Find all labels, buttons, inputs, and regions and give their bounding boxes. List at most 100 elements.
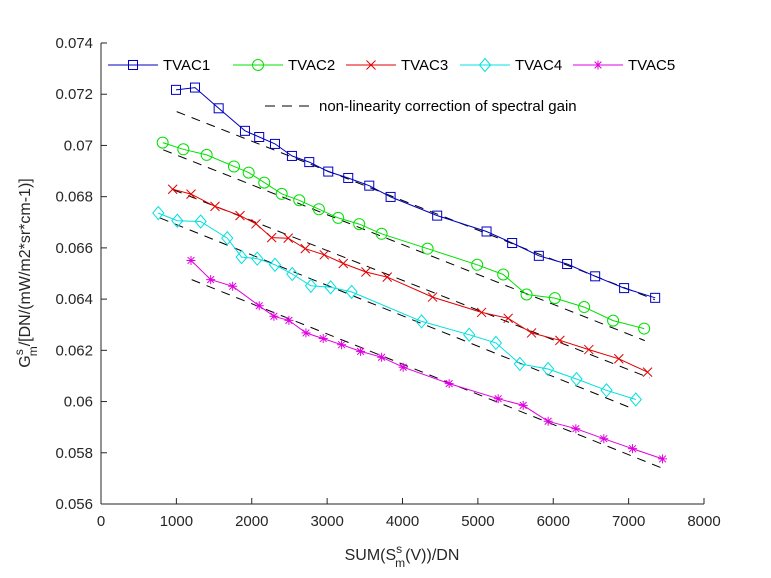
legend-marker (593, 60, 603, 70)
legend-label: TVAC3 (401, 57, 448, 74)
data-point (364, 180, 375, 191)
series-tvac5 (186, 255, 668, 464)
data-point (186, 255, 196, 265)
y-tick-label: 0.066 (55, 240, 93, 257)
data-point (599, 434, 609, 444)
legend-marker (252, 59, 264, 71)
data-point (304, 278, 318, 294)
data-point (493, 394, 503, 404)
series-line (158, 212, 636, 400)
data-point (385, 191, 396, 202)
data-point (258, 176, 271, 189)
y-axis-title: Gsm/[DN/(mW/m2*sr*cm-1)] (12, 178, 40, 367)
data-point (266, 232, 277, 243)
data-point (300, 243, 311, 254)
series-group (152, 82, 668, 464)
data-point (543, 416, 553, 426)
data-point (619, 283, 630, 294)
y-tick-label: 0.058 (55, 445, 93, 462)
data-point (177, 143, 190, 156)
legend: TVAC1 TVAC2 TVAC3 TVAC4 TVAC5 non-linearity c… (108, 57, 675, 115)
series-line (175, 87, 656, 299)
data-point (286, 150, 297, 161)
data-point (476, 307, 487, 318)
legend-marker (366, 60, 376, 70)
data-point (658, 454, 668, 464)
data-point (206, 275, 216, 285)
data-point (269, 138, 280, 149)
data-point (571, 424, 581, 434)
data-point (275, 187, 288, 200)
data-point (293, 194, 306, 207)
data-point (361, 267, 371, 277)
data-point (304, 157, 315, 168)
series-tvac4 (152, 205, 642, 407)
data-point (513, 356, 527, 372)
data-point (268, 257, 282, 273)
series-line (172, 188, 648, 373)
data-point (228, 281, 238, 291)
data-point (570, 371, 583, 387)
legend-item-tvac4: TVAC4 (460, 57, 562, 74)
y-tick-label: 0.072 (55, 86, 93, 103)
data-point (382, 272, 393, 282)
data-point (239, 125, 250, 136)
fit-line-tvac4 (159, 217, 635, 410)
data-point (283, 233, 294, 244)
legend-label: TVAC5 (628, 57, 675, 74)
data-point (427, 292, 438, 302)
data-point (323, 166, 334, 177)
legend-item-tvac1: TVAC1 (108, 57, 210, 74)
data-point (332, 211, 345, 224)
data-point (251, 251, 264, 266)
data-point (318, 334, 328, 344)
data-point (210, 201, 220, 212)
data-point (548, 292, 561, 305)
data-point (650, 292, 661, 303)
data-point (319, 249, 330, 260)
x-ticks: 0 1000 2000 3000 4000 5000 6000 7000 8000 (97, 498, 721, 530)
y-tick-label: 0.068 (55, 189, 93, 206)
data-point (343, 172, 354, 183)
legend-label: TVAC4 (515, 57, 562, 74)
data-point (338, 258, 349, 269)
data-point (642, 367, 653, 377)
data-point (286, 266, 299, 282)
series-tvac2 (156, 136, 651, 335)
data-point (170, 84, 181, 95)
y-tick-label: 0.064 (55, 291, 93, 308)
data-point (312, 203, 325, 216)
data-point (356, 346, 366, 356)
data-point (324, 280, 337, 295)
y-tick-label: 0.056 (55, 496, 93, 513)
data-point (520, 288, 533, 301)
x-tick-label: 8000 (687, 513, 720, 530)
legend-item-fit: non-linearity correction of spectral gai… (265, 98, 577, 115)
data-point (507, 238, 518, 249)
data-point (471, 258, 484, 271)
legend-item-tvac5: TVAC5 (573, 57, 675, 74)
data-point (251, 218, 261, 229)
data-point (254, 301, 264, 311)
x-tick-label: 2000 (235, 513, 268, 530)
data-point (583, 344, 594, 355)
data-point (533, 250, 544, 261)
data-point (284, 315, 294, 325)
y-tick-label: 0.07 (64, 137, 93, 154)
data-point (353, 218, 366, 231)
data-point (607, 314, 620, 327)
y-ticks: 0.056 0.058 0.06 0.062 0.064 0.066 0.068 0.07 0.… (55, 35, 107, 513)
fit-lines (159, 111, 662, 469)
series-tvac1 (170, 82, 661, 303)
data-point (432, 210, 443, 221)
data-point (600, 383, 613, 398)
x-tick-label: 6000 (537, 513, 570, 530)
data-point (235, 249, 248, 265)
data-point (489, 335, 503, 351)
legend-marker (478, 57, 492, 73)
data-point (481, 226, 492, 237)
fit-line-tvac5 (191, 279, 662, 469)
data-point (628, 444, 638, 454)
data-point (578, 301, 591, 314)
